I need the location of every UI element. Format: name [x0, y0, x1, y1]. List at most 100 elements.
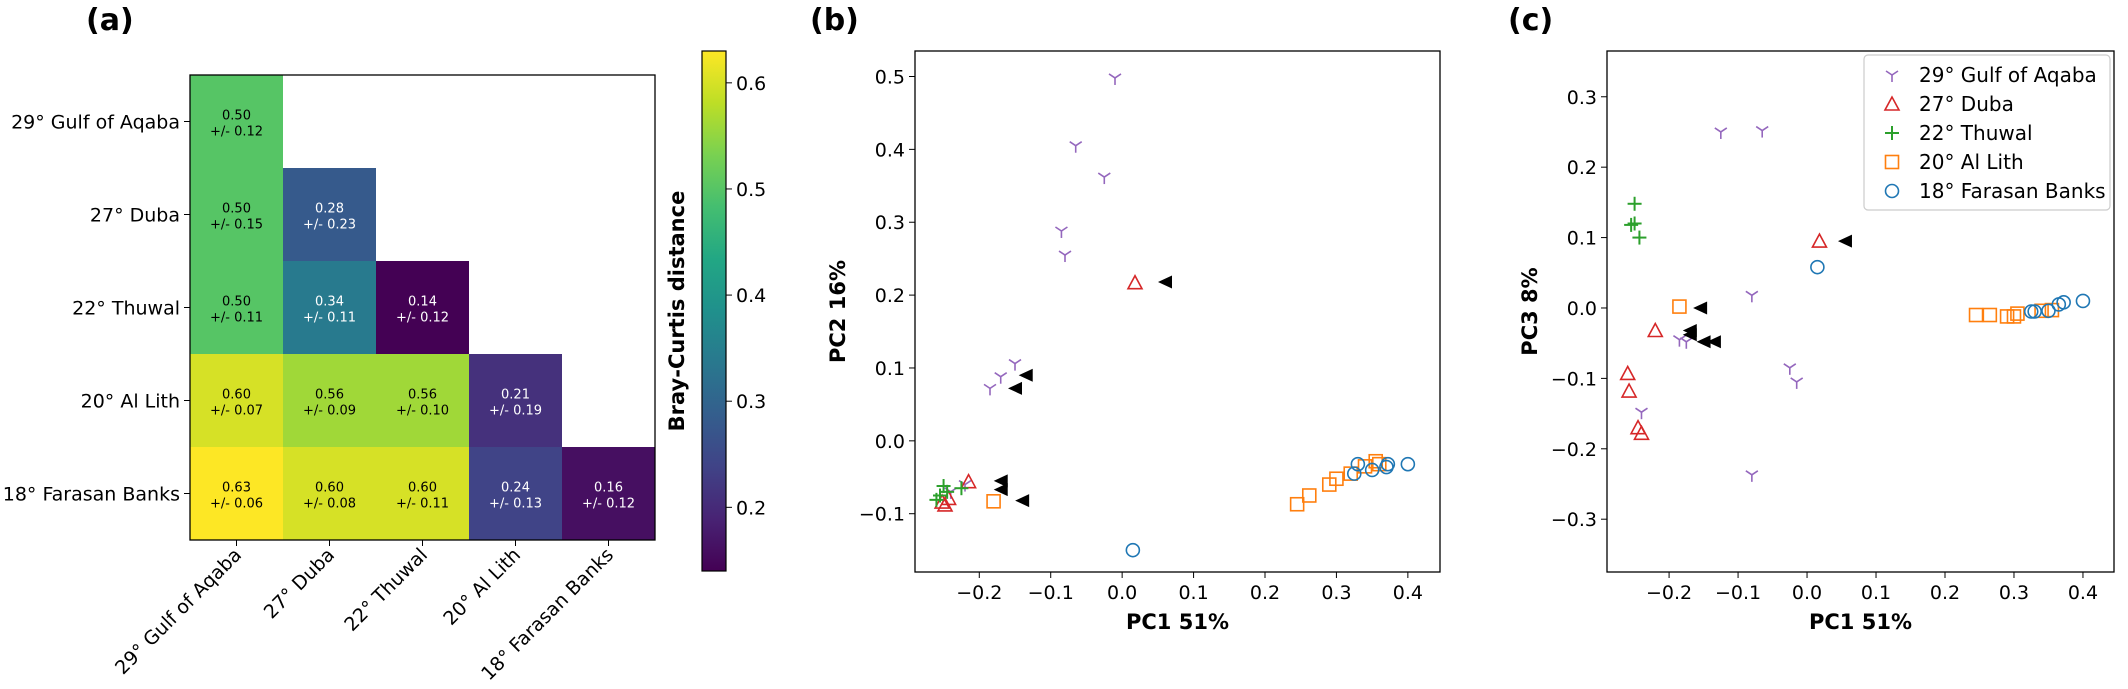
panel-label-a: (a): [86, 3, 134, 38]
cell-sd-label: +/- 0.15: [210, 218, 263, 233]
cell-mean-label: 0.50: [222, 109, 251, 124]
triangle-marker: [1883, 95, 1901, 111]
triangle-marker: [1619, 364, 1637, 381]
heatmap-cell: [376, 447, 469, 540]
cell-sd-label: +/- 0.12: [582, 497, 635, 512]
circle-marker: [1380, 456, 1396, 472]
col-label: 22° Thuwal: [340, 544, 432, 636]
scatter-panel-b: −0.2 −0.1 0.0 0.1 0.2 0.3 0.4 −0.1 0.0 0.1 0.2 0.3 0…: [826, 50, 1441, 634]
triangle-marker: [1633, 424, 1650, 441]
tri-marker: [1108, 73, 1122, 85]
heatmap-cell: [190, 168, 283, 261]
y-tick-label: 0.4: [875, 139, 905, 161]
tri-marker: [1635, 407, 1648, 420]
y-tick-label: −0.2: [1551, 439, 1597, 461]
circle-marker: [2027, 304, 2042, 319]
arrow-marker: [1018, 368, 1033, 382]
cell-mean-label: 0.16: [594, 481, 623, 496]
x-tick-label: 0.3: [1999, 582, 2029, 604]
panel-label-b: (b): [810, 3, 859, 38]
heatmap-cell: [190, 75, 283, 168]
legend-entry: 29° Gulf of Aqaba: [1919, 63, 2097, 87]
tri-marker: [1783, 363, 1797, 375]
x-tick-label: −0.1: [1715, 582, 1761, 604]
heatmap-cell: [283, 168, 376, 261]
triangle-marker: [1620, 382, 1638, 398]
plus-marker: [954, 481, 969, 496]
cell-sd-label: +/- 0.23: [303, 218, 356, 233]
cell-sd-label: +/- 0.08: [303, 497, 356, 512]
circle-marker: [1364, 462, 1380, 478]
circle-marker: [1884, 183, 1900, 199]
tri-marker: [1885, 70, 1899, 82]
arrow-marker: [1682, 328, 1697, 342]
series-0: [1635, 125, 1804, 482]
tri-marker: [1097, 172, 1111, 185]
cell-sd-label: +/- 0.10: [396, 404, 449, 419]
cell-sd-label: +/- 0.19: [489, 404, 542, 419]
series-2: [1624, 196, 1647, 245]
tri-marker: [1790, 377, 1804, 389]
heatmap-cell: [283, 354, 376, 447]
series-2: [929, 479, 969, 507]
plus-marker: [940, 484, 955, 499]
colorbar-tick-label: 0.6: [736, 73, 766, 95]
row-label: 29° Gulf of Aqaba: [11, 112, 180, 134]
colorbar-tick-label: 0.4: [736, 285, 766, 307]
x-tick-label: −0.1: [1028, 582, 1074, 604]
tri-marker: [1714, 127, 1728, 139]
cell-sd-label: +/- 0.06: [210, 497, 263, 512]
y-tick-label: 0.2: [1567, 157, 1597, 179]
cell-sd-label: +/- 0.12: [396, 311, 449, 326]
square-marker: [1329, 471, 1344, 487]
square-marker: [1672, 299, 1687, 314]
circle-marker: [1125, 542, 1141, 558]
heatmap-cell: [283, 261, 376, 354]
cell-sd-label: +/- 0.09: [303, 404, 356, 419]
x-tick-label: 0.4: [1393, 582, 1423, 604]
heatmap-cell: [190, 261, 283, 354]
row-label: 18° Farasan Banks: [3, 484, 180, 506]
arrow-marker: [1693, 301, 1708, 315]
legend-box: [1863, 54, 2111, 211]
plus-marker: [929, 492, 944, 507]
x-tick-label: 0.0: [1107, 582, 1137, 604]
cell-mean-label: 0.14: [408, 295, 437, 310]
arrow-marker: [1015, 494, 1030, 508]
row-label: 27° Duba: [90, 205, 180, 227]
y-tick-label: −0.1: [859, 504, 905, 526]
plus-marker: [936, 479, 951, 494]
y-tick-label: 0.5: [875, 67, 905, 89]
tri-marker: [983, 383, 997, 396]
square-marker: [1301, 488, 1317, 503]
col-label: 29° Gulf of Aqaba: [111, 544, 246, 679]
y-tick-label: 0.3: [1567, 87, 1597, 109]
circle-marker: [1346, 466, 1362, 481]
series-0: [944, 73, 1122, 499]
square-marker: [1884, 154, 1900, 170]
cell-mean-label: 0.28: [315, 202, 344, 217]
square-marker: [2034, 303, 2049, 319]
square-marker: [2006, 309, 2022, 324]
tri-marker: [1008, 358, 1022, 371]
cell-mean-label: 0.60: [315, 481, 344, 496]
x-tick-label: 0.2: [1930, 582, 1960, 604]
tri-marker: [1058, 250, 1072, 263]
x-tick-label: 0.4: [2068, 582, 2098, 604]
cell-sd-label: +/- 0.11: [210, 311, 263, 326]
square-marker: [1289, 496, 1305, 512]
series-3: [986, 453, 1387, 512]
y-tick-label: −0.3: [1551, 509, 1597, 531]
cell-sd-label: +/- 0.13: [489, 497, 542, 512]
y-tick-label: 0.2: [875, 285, 905, 307]
square-marker: [1343, 466, 1359, 481]
series-4: [1125, 456, 1416, 558]
plus-marker: [1624, 217, 1639, 232]
x-tick-label: 0.3: [1321, 582, 1351, 604]
cell-mean-label: 0.56: [315, 388, 344, 403]
x-tick-label: 0.1: [1178, 582, 1208, 604]
tri-marker: [1755, 125, 1769, 138]
series-4: [1810, 259, 2091, 319]
row-label: 20° Al Lith: [81, 391, 180, 413]
